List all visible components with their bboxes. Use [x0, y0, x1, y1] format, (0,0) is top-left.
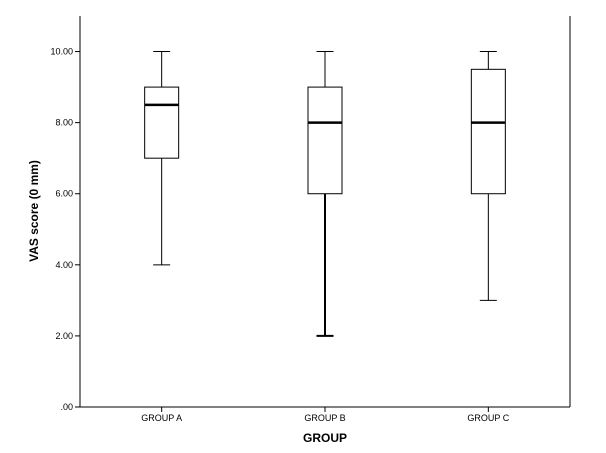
iqr-box — [470, 68, 506, 195]
boxes — [144, 51, 506, 337]
iqr-box — [307, 86, 343, 195]
y-axis-title: VAS score (0 mm) — [27, 160, 41, 262]
x-axis-title: GROUP — [303, 431, 347, 445]
y-tick-label: 10.00 — [50, 47, 73, 57]
y-tick-label: 4.00 — [55, 260, 73, 270]
x-tick-label: GROUP B — [304, 413, 345, 423]
y-tick-label: 8.00 — [55, 118, 73, 128]
box-3 — [470, 51, 506, 301]
x-tick-label: GROUP C — [467, 413, 509, 423]
iqr-box — [144, 86, 180, 159]
y-tick-label: .00 — [60, 402, 73, 412]
box-1 — [144, 51, 180, 266]
y-tick-label: 2.00 — [55, 331, 73, 341]
box-2 — [307, 51, 343, 337]
x-tick-label: GROUP A — [141, 413, 182, 423]
y-tick-label: 6.00 — [55, 189, 73, 199]
y-ticks: .00 2.00 4.00 6.00 8.00 10.00 — [50, 47, 80, 412]
x-ticks: GROUP A GROUP B GROUP C — [141, 407, 510, 423]
